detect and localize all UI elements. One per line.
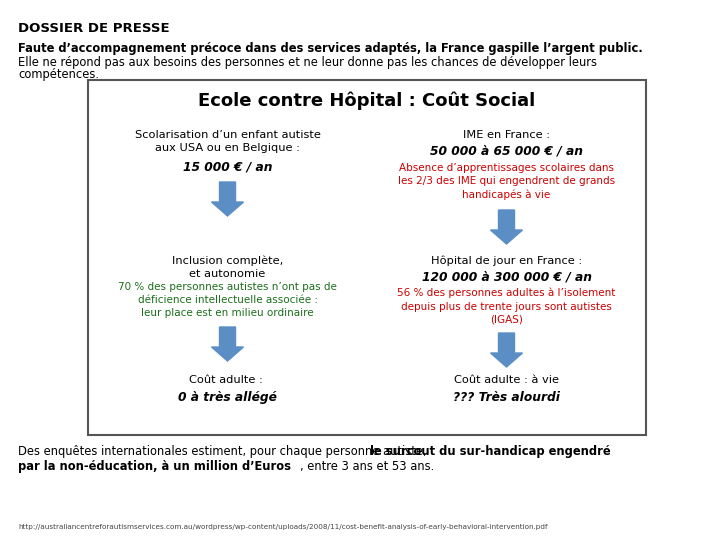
Text: 50 000 à 65 000 € / an: 50 000 à 65 000 € / an	[430, 145, 583, 158]
FancyBboxPatch shape	[88, 80, 646, 435]
Text: Coût adulte : à vie: Coût adulte : à vie	[454, 375, 559, 385]
Text: Elle ne répond pas aux besoins des personnes et ne leur donne pas les chances de: Elle ne répond pas aux besoins des perso…	[18, 56, 597, 69]
Text: Ecole contre Hôpital : Coût Social: Ecole contre Hôpital : Coût Social	[199, 92, 536, 111]
Text: 0 à très allégé: 0 à très allégé	[178, 391, 277, 404]
Text: 15 000 € / an: 15 000 € / an	[183, 160, 272, 173]
Text: Inclusion complète,
et autonomie: Inclusion complète, et autonomie	[172, 255, 283, 279]
Text: Hôpital de jour en France :: Hôpital de jour en France :	[431, 255, 582, 266]
Polygon shape	[490, 210, 523, 244]
Text: Scolarisation d’un enfant autiste
aux USA ou en Belgique :: Scolarisation d’un enfant autiste aux US…	[135, 130, 320, 153]
Text: DOSSIER DE PRESSE: DOSSIER DE PRESSE	[18, 22, 170, 35]
Text: 56 % des personnes adultes à l’isolement
depuis plus de trente jours sont autist: 56 % des personnes adultes à l’isolement…	[397, 288, 616, 325]
Text: Coût adulte :: Coût adulte :	[189, 375, 266, 385]
Text: compétences.: compétences.	[18, 68, 99, 81]
Text: le surcout du sur-handicap engendré: le surcout du sur-handicap engendré	[370, 445, 611, 458]
Text: Des enquêtes internationales estiment, pour chaque personne autiste,: Des enquêtes internationales estiment, p…	[18, 445, 431, 458]
Text: , entre 3 ans et 53 ans.: , entre 3 ans et 53 ans.	[300, 460, 434, 473]
Text: Absence d’apprentissages scolaires dans
les 2/3 des IME qui engendrent de grands: Absence d’apprentissages scolaires dans …	[398, 163, 615, 200]
Text: 70 % des personnes autistes n’ont pas de
déficience intellectuelle associée :
le: 70 % des personnes autistes n’ont pas de…	[118, 282, 337, 319]
Polygon shape	[212, 182, 243, 216]
Text: par la non-éducation, à un million d’Euros: par la non-éducation, à un million d’Eur…	[18, 460, 291, 473]
Polygon shape	[490, 333, 523, 367]
Polygon shape	[212, 327, 243, 361]
Text: 120 000 à 300 000 € / an: 120 000 à 300 000 € / an	[421, 270, 592, 283]
Text: Faute d’accompagnement précoce dans des services adaptés, la France gaspille l’a: Faute d’accompagnement précoce dans des …	[18, 42, 643, 55]
Text: ??? Très alourdi: ??? Très alourdi	[453, 391, 560, 404]
Text: http://australiancentreforautismservices.com.au/wordpress/wp-content/uploads/200: http://australiancentreforautismservices…	[18, 524, 547, 530]
Text: IME en France :: IME en France :	[463, 130, 550, 140]
